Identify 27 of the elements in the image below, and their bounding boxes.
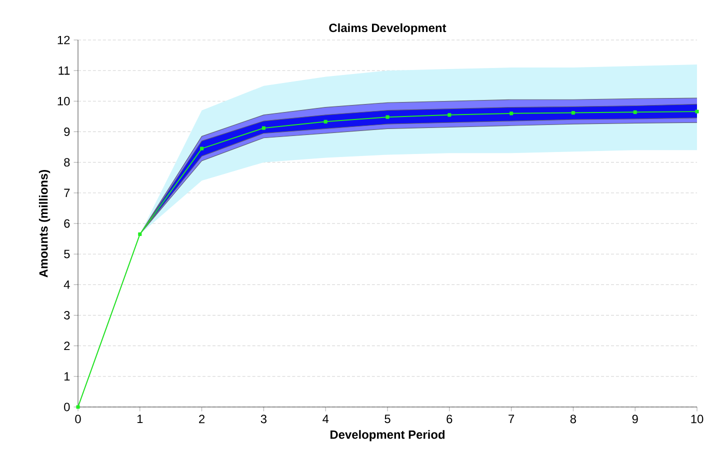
x-tick-label: 6 xyxy=(446,414,452,424)
y-axis-title: Amounts (millions) xyxy=(38,170,50,278)
y-tick-label: 7 xyxy=(64,188,70,198)
y-tick-label: 1 xyxy=(64,372,70,381)
x-tick-label: 8 xyxy=(570,414,576,424)
y-tick-label: 6 xyxy=(64,219,70,228)
y-tick-label: 12 xyxy=(58,36,70,44)
x-tick-label: 2 xyxy=(199,414,205,424)
x-tick-label: 9 xyxy=(632,414,638,424)
x-tick-label: 10 xyxy=(691,414,704,424)
x-tick-label: 5 xyxy=(384,414,390,424)
y-tick-label: 8 xyxy=(64,158,70,167)
x-axis-title: Development Period xyxy=(330,430,444,442)
x-tick-label: 1 xyxy=(137,414,143,423)
x-tick-label: 4 xyxy=(322,414,329,423)
y-tick-label: 11 xyxy=(58,66,70,75)
chart-title: Claims Development xyxy=(329,23,446,35)
y-tick-label: 3 xyxy=(64,311,70,320)
x-tick-label: 0 xyxy=(75,414,81,424)
y-tick-label: 4 xyxy=(64,280,70,289)
y-tick-label: 2 xyxy=(64,342,70,350)
y-tick-label: 10 xyxy=(58,96,70,106)
x-tick-label: 3 xyxy=(260,414,267,424)
y-tick-label: 9 xyxy=(64,128,70,136)
y-tick-label: 0 xyxy=(64,402,70,412)
y-tick-label: 5 xyxy=(64,250,70,258)
x-tick-label: 7 xyxy=(508,414,514,423)
